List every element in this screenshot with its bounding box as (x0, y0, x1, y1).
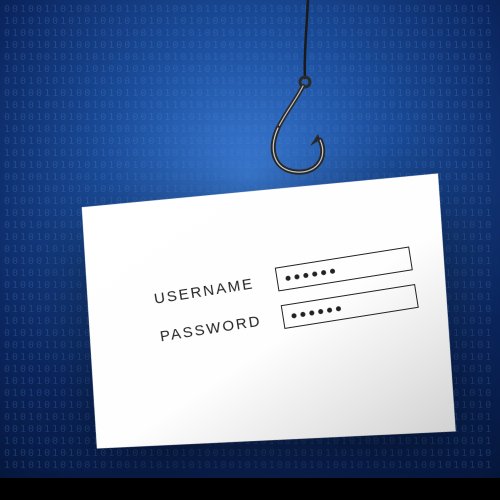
dot-icon (303, 272, 309, 278)
dot-icon (312, 271, 318, 277)
password-label: PASSWORD (159, 311, 270, 345)
dot-icon (318, 308, 324, 314)
login-card: USERNAME PASSWORD (59, 151, 478, 487)
dot-icon (321, 269, 327, 275)
bottom-bar (0, 478, 500, 500)
dot-icon (309, 310, 315, 316)
dot-icon (285, 275, 291, 281)
password-field[interactable] (281, 284, 419, 329)
dot-icon (300, 311, 306, 317)
dot-icon (294, 274, 300, 280)
dot-icon (327, 307, 333, 313)
dot-icon (330, 268, 336, 274)
dot-icon (291, 312, 297, 318)
phishing-illustration: 0010011010010101101010010110010101001010… (0, 0, 500, 500)
fishing-hook-icon (266, 0, 336, 180)
dot-icon (336, 305, 342, 311)
